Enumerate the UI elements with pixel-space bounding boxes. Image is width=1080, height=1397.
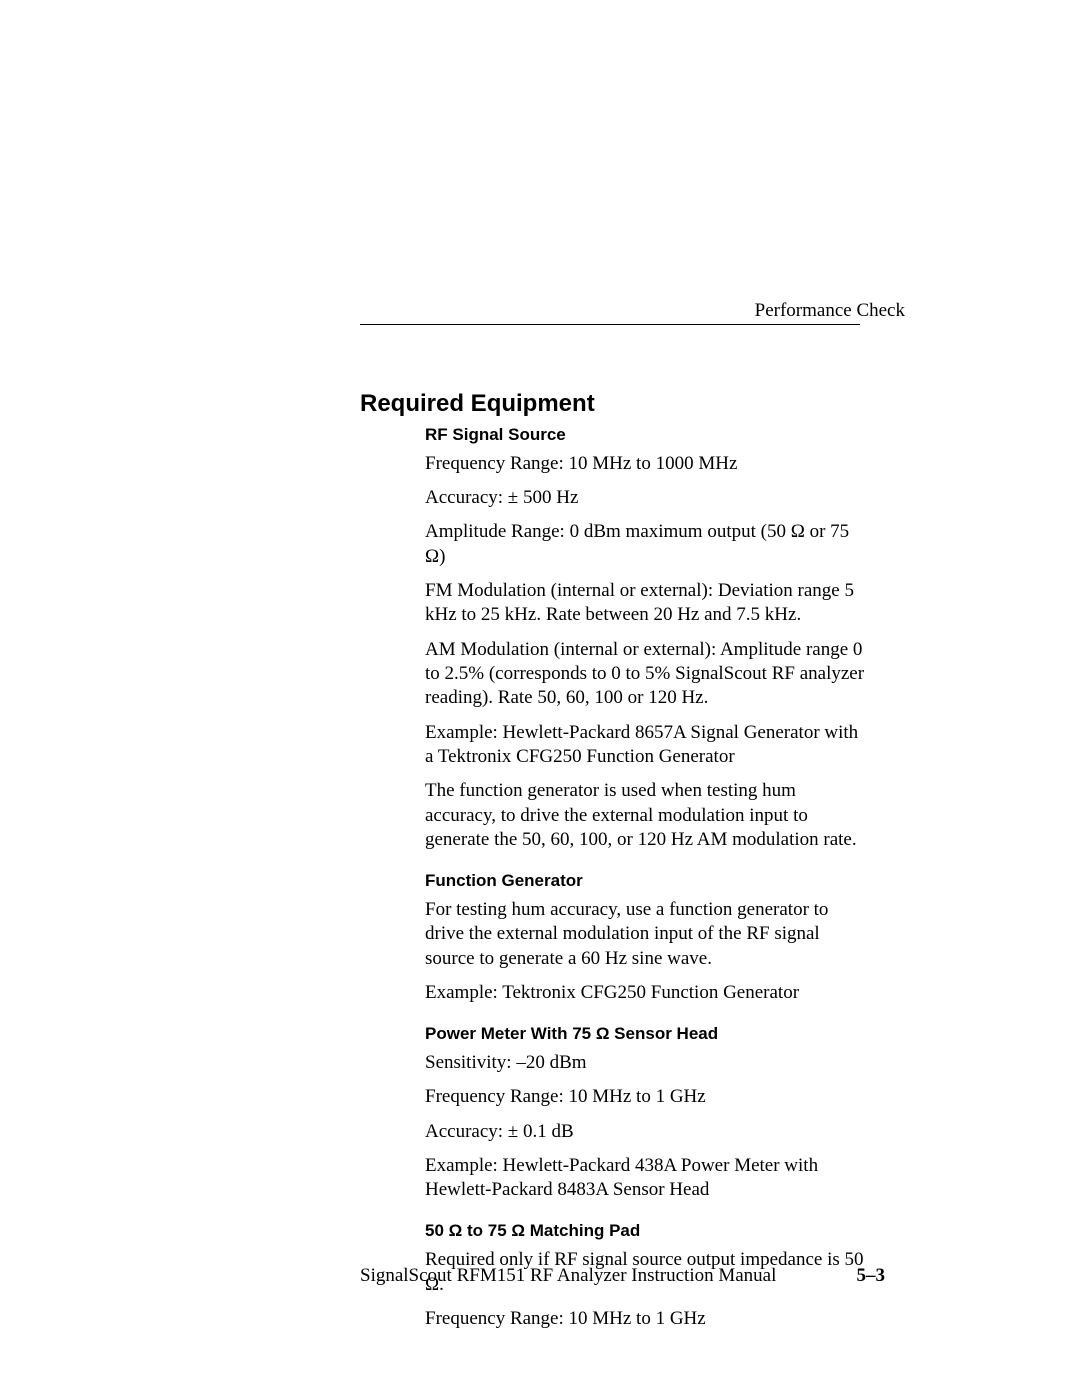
- sub-heading-rf-signal-source: RF Signal Source: [425, 424, 865, 446]
- mp-p2: Frequency Range: 10 MHz to 1 GHz: [425, 1307, 865, 1331]
- footer-left: SignalScout RFM151 RF Analyzer Instructi…: [360, 1265, 776, 1287]
- pm-p4: Example: Hewlett-Packard 438A Power Mete…: [425, 1154, 865, 1203]
- rf-p1: Frequency Range: 10 MHz to 1000 MHz: [425, 452, 865, 476]
- pm-p1: Sensitivity: –20 dBm: [425, 1051, 865, 1075]
- rf-p3: Amplitude Range: 0 dBm maximum output (5…: [425, 520, 865, 569]
- body-column: RF Signal Source Frequency Range: 10 MHz…: [425, 424, 865, 1341]
- sub-heading-matching-pad: 50 Ω to 75 Ω Matching Pad: [425, 1220, 865, 1242]
- page-header-right: Performance Check: [755, 300, 905, 322]
- fg-p2: Example: Tektronix CFG250 Function Gener…: [425, 981, 865, 1005]
- sub-heading-power-meter: Power Meter With 75 Ω Sensor Head: [425, 1023, 865, 1045]
- page: Performance Check Required Equipment RF …: [0, 0, 1080, 1397]
- rf-p5: AM Modulation (internal or external): Am…: [425, 638, 865, 711]
- sub-heading-function-generator: Function Generator: [425, 870, 865, 892]
- pm-p2: Frequency Range: 10 MHz to 1 GHz: [425, 1085, 865, 1109]
- header-rule: [360, 324, 860, 325]
- rf-p4: FM Modulation (internal or external): De…: [425, 579, 865, 628]
- rf-p7: The function generator is used when test…: [425, 779, 865, 852]
- footer-page-number: 5–3: [857, 1265, 886, 1287]
- pm-p3: Accuracy: ± 0.1 dB: [425, 1120, 865, 1144]
- rf-p2: Accuracy: ± 500 Hz: [425, 486, 865, 510]
- section-title: Required Equipment: [360, 390, 595, 418]
- fg-p1: For testing hum accuracy, use a function…: [425, 898, 865, 971]
- rf-p6: Example: Hewlett-Packard 8657A Signal Ge…: [425, 721, 865, 770]
